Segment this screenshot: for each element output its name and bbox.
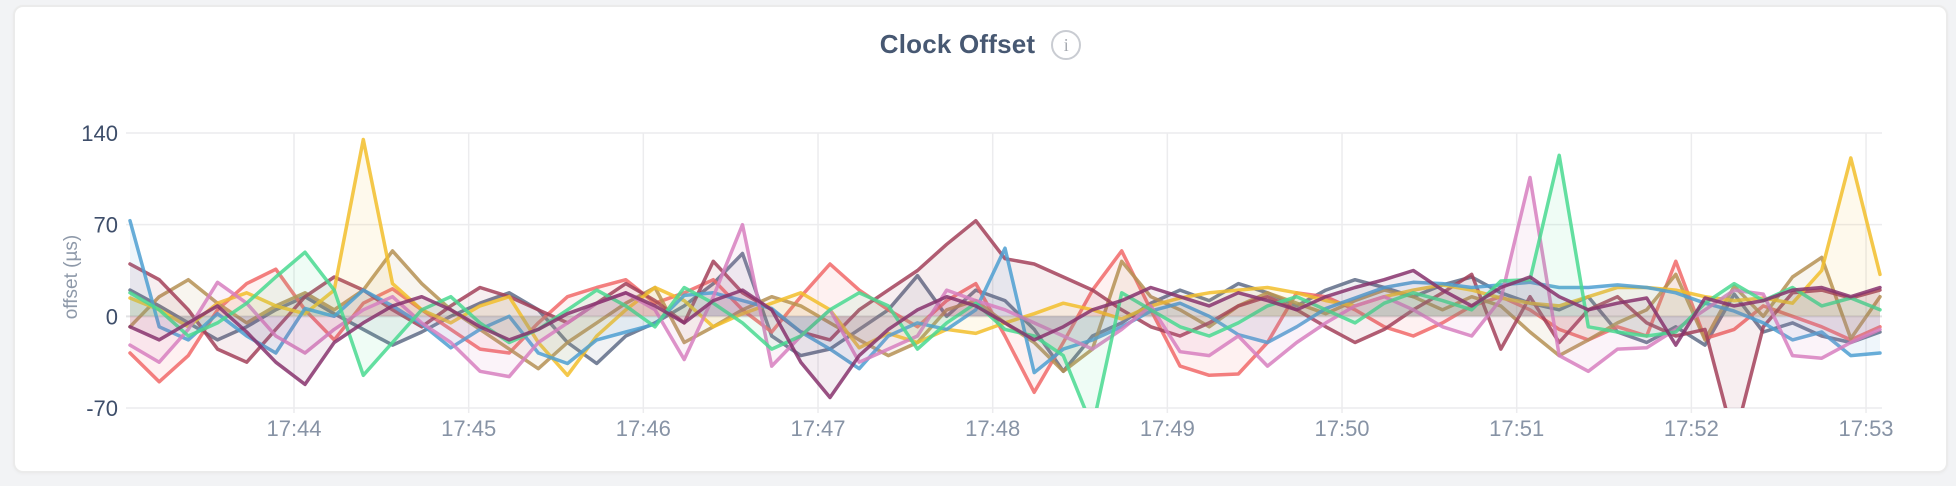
panel-header: Clock Offset i xyxy=(15,29,1946,60)
x-tick-label: 17:47 xyxy=(790,416,845,441)
x-tick-label: 17:45 xyxy=(441,416,496,441)
area-green xyxy=(130,155,1880,408)
area-blue xyxy=(130,220,1880,373)
x-tick-label: 17:46 xyxy=(616,416,671,441)
x-tick-label: 17:48 xyxy=(965,416,1020,441)
axis-labels: 140 70 0 -70 17:44 17:45 17:46 17:47 17:48 17:49 1… xyxy=(81,121,1893,441)
x-tick-label: 17:51 xyxy=(1489,416,1544,441)
area-gold xyxy=(130,139,1880,376)
line-plum xyxy=(128,268,1882,400)
page-title: Clock Offset xyxy=(879,29,1036,59)
x-tick-label: 17:53 xyxy=(1838,416,1893,441)
line-green xyxy=(128,153,1882,408)
info-icon[interactable]: i xyxy=(1051,29,1082,60)
x-tick-label: 17:52 xyxy=(1664,416,1719,441)
y-tick-label: 70 xyxy=(94,213,118,238)
clock-offset-panel: Clock Offset i offset (µs) xyxy=(13,5,1948,473)
x-tick-label: 17:49 xyxy=(1140,416,1195,441)
line-pink xyxy=(128,175,1882,379)
x-tick-label: 17:44 xyxy=(266,416,321,441)
area-plum xyxy=(130,270,1880,398)
y-tick-label: 0 xyxy=(106,304,118,329)
area-burgundy xyxy=(130,220,1880,408)
x-tick-label: 17:50 xyxy=(1314,416,1369,441)
y-tick-label: -70 xyxy=(86,396,118,421)
y-tick-label: 140 xyxy=(81,121,118,146)
series-lines xyxy=(128,137,1882,408)
